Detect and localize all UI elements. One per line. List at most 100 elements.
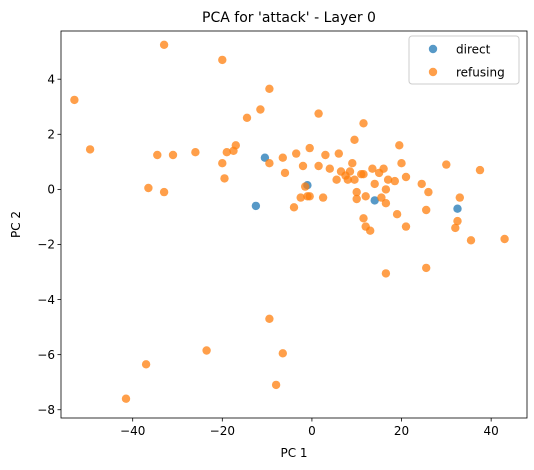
y-tick-label: −6 bbox=[37, 348, 55, 362]
point-refusing bbox=[222, 148, 231, 157]
point-refusing bbox=[453, 216, 462, 226]
point-refusing bbox=[383, 175, 393, 184]
point-refusing bbox=[220, 174, 229, 183]
x-tick-label: −40 bbox=[120, 424, 145, 438]
point-refusing bbox=[168, 150, 178, 160]
point-refusing bbox=[379, 164, 388, 173]
point-refusing bbox=[417, 179, 426, 189]
point-refusing bbox=[348, 159, 357, 168]
point-refusing bbox=[377, 193, 386, 202]
point-refusing bbox=[422, 205, 431, 215]
y-tick-label: 0 bbox=[47, 183, 55, 197]
point-refusing bbox=[191, 148, 200, 157]
point-refusing bbox=[334, 149, 343, 158]
x-axis-label: PC 1 bbox=[280, 446, 307, 460]
point-refusing bbox=[395, 141, 404, 150]
y-tick-label: 4 bbox=[47, 72, 55, 86]
x-tick-label: −20 bbox=[210, 424, 235, 438]
point-refusing bbox=[332, 175, 341, 184]
point-refusing bbox=[314, 109, 323, 118]
x-axis-ticks: −40 −20 0 20 40 bbox=[120, 418, 499, 438]
point-refusing bbox=[301, 182, 310, 191]
point-refusing bbox=[318, 193, 328, 202]
legend-label-refusing: refusing bbox=[456, 66, 505, 80]
x-tick-label: 0 bbox=[308, 424, 316, 438]
x-tick-label: 40 bbox=[484, 424, 499, 438]
point-refusing bbox=[466, 236, 476, 245]
point-refusing bbox=[390, 176, 399, 186]
y-tick-label: −4 bbox=[37, 293, 55, 307]
point-refusing bbox=[370, 179, 379, 189]
point-refusing bbox=[401, 172, 411, 182]
point-refusing bbox=[381, 185, 391, 194]
point-refusing bbox=[352, 194, 361, 204]
point-refusing bbox=[359, 170, 368, 179]
point-refusing bbox=[202, 346, 211, 355]
point-refusing bbox=[350, 175, 359, 184]
point-refusing bbox=[231, 141, 240, 150]
point-direct bbox=[370, 196, 379, 205]
point-refusing bbox=[500, 234, 509, 244]
point-refusing bbox=[442, 160, 451, 169]
chart-title: PCA for 'attack' - Layer 0 bbox=[202, 10, 376, 26]
point-refusing bbox=[381, 269, 391, 278]
point-refusing bbox=[159, 40, 169, 49]
point-refusing bbox=[401, 222, 411, 231]
point-refusing bbox=[361, 192, 370, 201]
point-refusing bbox=[451, 223, 460, 233]
point-refusing bbox=[368, 164, 377, 173]
point-refusing bbox=[475, 165, 485, 175]
plot-frame bbox=[60, 30, 528, 419]
point-refusing bbox=[242, 113, 252, 123]
point-refusing bbox=[343, 175, 352, 184]
legend: direct refusing bbox=[408, 35, 520, 85]
y-tick-label: 2 bbox=[47, 127, 55, 141]
point-refusing bbox=[366, 226, 375, 235]
point-refusing bbox=[280, 168, 290, 178]
legend-label-direct: direct bbox=[456, 43, 491, 57]
point-refusing bbox=[455, 193, 464, 202]
point-refusing bbox=[141, 360, 151, 369]
point-refusing bbox=[121, 394, 131, 403]
y-axis-ticks: −8 −6 −4 −2 0 2 4 bbox=[37, 72, 61, 417]
legend-marker-refusing bbox=[428, 67, 438, 77]
point-refusing bbox=[359, 214, 368, 223]
point-refusing bbox=[292, 149, 301, 158]
point-refusing bbox=[305, 143, 314, 153]
point-refusing bbox=[422, 263, 431, 273]
y-tick-label: −2 bbox=[37, 238, 55, 252]
point-refusing bbox=[345, 167, 355, 176]
point-refusing bbox=[321, 150, 330, 160]
point-refusing bbox=[256, 105, 265, 114]
point-refusing bbox=[289, 203, 299, 212]
point-refusing bbox=[359, 119, 368, 128]
point-refusing bbox=[271, 380, 281, 390]
point-refusing bbox=[381, 199, 391, 208]
point-refusing bbox=[350, 135, 359, 144]
point-direct bbox=[453, 204, 462, 213]
point-refusing bbox=[397, 159, 406, 168]
point-refusing bbox=[144, 183, 153, 193]
point-refusing bbox=[70, 95, 79, 105]
x-tick-label: 20 bbox=[394, 424, 409, 438]
plot-area bbox=[61, 31, 527, 418]
point-refusing bbox=[265, 159, 274, 168]
point-refusing bbox=[218, 55, 227, 65]
points-layer bbox=[70, 40, 509, 403]
point-direct bbox=[251, 201, 261, 211]
point-refusing bbox=[153, 150, 162, 160]
point-refusing bbox=[298, 161, 308, 171]
point-refusing bbox=[296, 193, 305, 202]
point-refusing bbox=[305, 192, 314, 201]
y-tick-label: −8 bbox=[37, 403, 55, 417]
point-refusing bbox=[278, 153, 287, 162]
legend-marker-direct bbox=[428, 44, 438, 54]
point-refusing bbox=[85, 145, 95, 154]
point-refusing bbox=[278, 349, 287, 358]
point-refusing bbox=[265, 314, 274, 323]
point-refusing bbox=[265, 84, 274, 94]
point-refusing bbox=[218, 159, 227, 168]
point-refusing bbox=[159, 187, 169, 197]
point-refusing bbox=[352, 187, 361, 197]
